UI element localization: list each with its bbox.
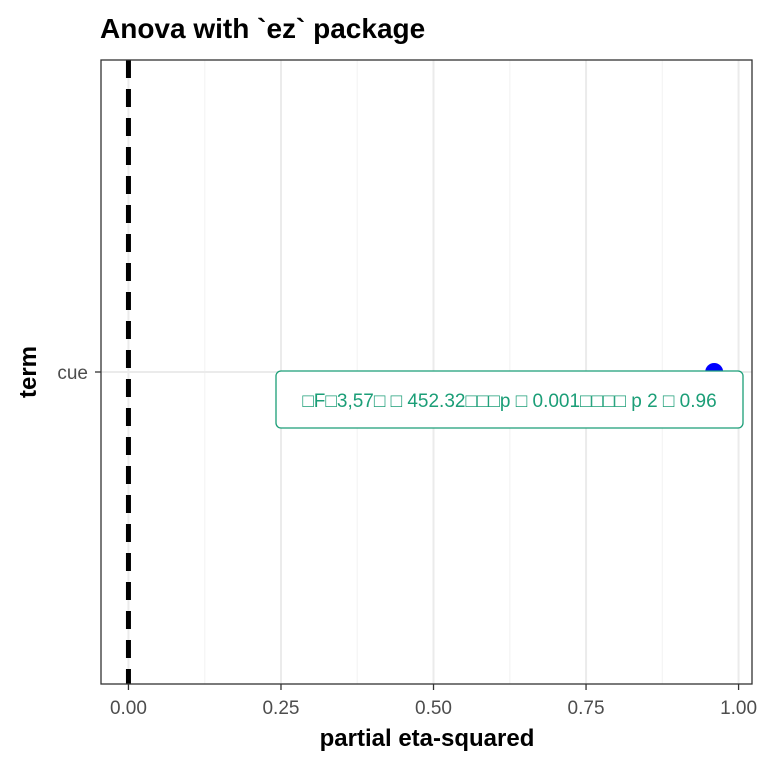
y-axis-label: term [15, 346, 42, 398]
x-tick-label: 0.00 [110, 698, 147, 719]
x-tick-label: 0.75 [568, 698, 605, 719]
x-tick-label: 0.50 [415, 698, 452, 719]
chart-title: Anova with `ez` package [100, 13, 425, 44]
x-tick-label: 1.00 [720, 698, 757, 719]
y-tick-label: cue [57, 363, 88, 384]
stats-label-box [275, 370, 744, 429]
x-axis-label: partial eta-squared [320, 725, 535, 752]
stats-label: □F□3,57□ □ 452.32□□□p □ 0.001□□□□ p 2 □ … [275, 370, 744, 429]
plot-area: □F□3,57□ □ 452.32□□□p □ 0.001□□□□ p 2 □ … [57, 59, 757, 719]
stats-label-text: □F□3,57□ □ 452.32□□□p □ 0.001□□□□ p 2 □ … [302, 391, 716, 412]
x-tick-label: 0.25 [262, 698, 299, 719]
